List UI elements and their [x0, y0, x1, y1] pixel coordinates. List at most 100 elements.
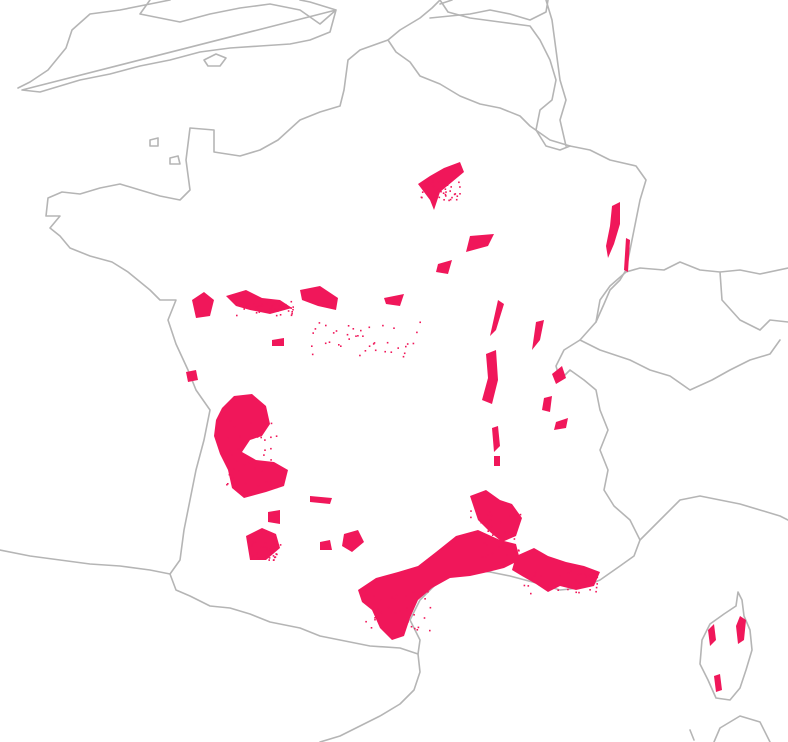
- vineyard-speck: [231, 454, 234, 456]
- cognac-region: [186, 370, 198, 382]
- vineyard-speck: [489, 511, 492, 513]
- low-countries-coast: [387, 0, 549, 41]
- vineyard-speck: [261, 470, 263, 472]
- vineyard-speck: [292, 308, 294, 311]
- vineyard-speck: [269, 548, 271, 551]
- loire-valley-region: [192, 286, 404, 346]
- vineyard-speck: [271, 305, 273, 308]
- vineyard-speck: [279, 314, 282, 316]
- vineyard-speck: [380, 599, 382, 601]
- vineyard-speck: [494, 534, 497, 537]
- vineyard-speck: [290, 307, 292, 309]
- vineyard-speck: [402, 355, 405, 358]
- vineyard-speck: [255, 312, 258, 314]
- vineyard-speck: [427, 184, 430, 187]
- vineyard-speck: [252, 541, 254, 544]
- vineyard-speck: [491, 552, 494, 555]
- vineyard-speck: [364, 350, 367, 352]
- vineyard-speck: [513, 515, 516, 518]
- vineyard-speck: [274, 546, 276, 548]
- vineyard-speck: [577, 573, 580, 576]
- vineyard-speck: [424, 598, 426, 600]
- vineyard-speck: [250, 556, 252, 559]
- vineyard-speck: [419, 321, 421, 324]
- vineyard-speck: [266, 311, 268, 313]
- france-border: [45, 39, 647, 655]
- vineyard-speck: [251, 543, 253, 546]
- corsica-region: [708, 616, 746, 692]
- vineyard-speck: [253, 541, 256, 543]
- vineyard-speck: [258, 311, 261, 313]
- vineyard-speck: [486, 544, 489, 546]
- scattered-vineyards: [226, 180, 599, 632]
- vineyard-speck: [270, 480, 272, 482]
- vineyard-speck: [338, 344, 340, 346]
- vineyard-speck: [430, 182, 433, 185]
- bordeaux-region: [214, 394, 288, 498]
- vineyard-speck: [546, 587, 549, 589]
- vineyard-speck: [365, 594, 368, 596]
- vineyard-speck: [269, 308, 272, 310]
- vineyard-speck: [239, 435, 241, 438]
- vineyard-speck: [407, 621, 409, 623]
- vineyard-speck: [324, 342, 327, 345]
- vineyard-speck: [423, 186, 425, 188]
- vineyard-speck: [275, 435, 278, 437]
- vineyard-speck: [416, 331, 418, 334]
- vineyard-speck: [445, 191, 447, 193]
- vineyard-speck: [485, 556, 487, 558]
- savoie-region: [542, 366, 568, 430]
- vineyard-speck: [268, 557, 271, 559]
- vineyard-speck: [570, 570, 572, 572]
- beaujolais-region: [492, 426, 500, 466]
- vineyard-speck: [265, 557, 267, 559]
- vineyard-speck: [505, 546, 507, 549]
- vineyard-speck: [365, 590, 368, 592]
- vineyard-speck: [404, 624, 406, 627]
- vineyard-speck: [372, 343, 375, 345]
- vineyard-speck: [266, 547, 268, 550]
- vineyard-speck: [347, 325, 350, 327]
- spain-border: [0, 549, 421, 742]
- vineyard-speck: [279, 544, 282, 546]
- vineyard-speck: [360, 329, 362, 332]
- vineyard-speck: [422, 185, 424, 188]
- vineyard-speck: [589, 589, 591, 591]
- vineyard-speck: [578, 582, 580, 584]
- vineyard-speck: [275, 543, 278, 545]
- vineyard-speck: [405, 595, 407, 597]
- vineyard-speck: [271, 547, 273, 550]
- vineyard-speck: [423, 617, 426, 619]
- vineyard-speck: [391, 596, 393, 599]
- vineyard-speck: [503, 541, 505, 544]
- vineyard-speck: [260, 304, 262, 307]
- wine-regions: [186, 162, 746, 692]
- vineyard-speck: [481, 556, 484, 558]
- vineyard-speck: [355, 335, 357, 337]
- vineyard-speck: [506, 554, 508, 556]
- vineyard-speck: [402, 627, 404, 630]
- vineyard-speck: [370, 627, 373, 629]
- vineyard-speck: [449, 198, 452, 201]
- vineyard-speck: [286, 305, 288, 307]
- vineyard-speck: [365, 620, 367, 623]
- vineyard-speck: [266, 302, 269, 305]
- vineyard-speck: [429, 629, 431, 632]
- vineyard-speck: [412, 591, 415, 593]
- vineyard-speck: [420, 196, 423, 199]
- germany-border: [545, 0, 567, 147]
- vineyard-speck: [291, 311, 293, 313]
- vineyard-speck: [595, 586, 598, 589]
- vineyard-speck: [417, 626, 420, 629]
- vineyard-speck: [533, 575, 536, 577]
- vineyard-speck: [257, 430, 260, 432]
- vineyard-speck: [576, 587, 578, 590]
- vineyard-speck: [257, 305, 260, 308]
- vineyard-speck: [270, 436, 272, 439]
- vineyard-speck: [406, 610, 408, 613]
- vineyard-speck: [264, 449, 266, 451]
- vineyard-speck: [517, 549, 520, 551]
- vineyard-speck: [281, 308, 283, 311]
- vineyard-speck: [386, 341, 389, 344]
- vineyard-speck: [256, 552, 258, 555]
